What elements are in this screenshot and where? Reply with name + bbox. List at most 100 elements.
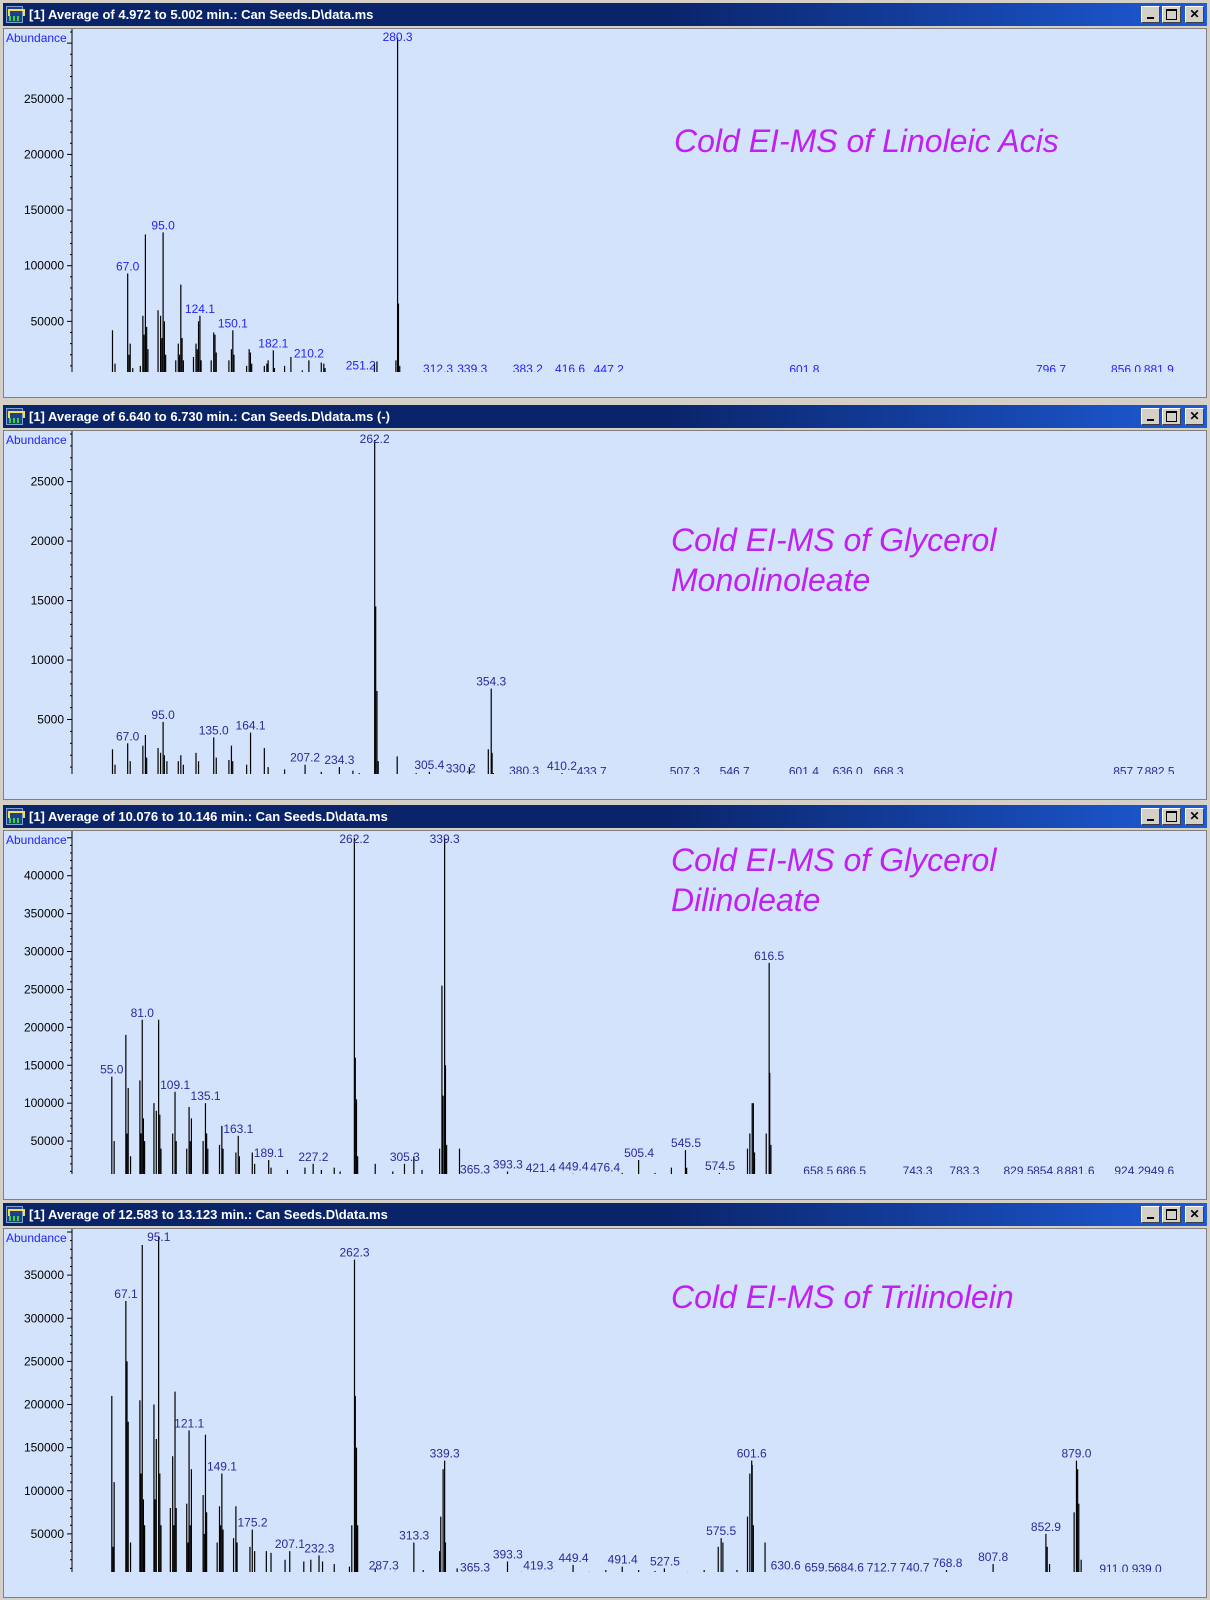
spectrum-annotation: Cold EI-MS of Glycerol Dilinoleate xyxy=(671,840,996,920)
peak-label: 601.4 xyxy=(789,764,819,774)
peak-label: 421.4 xyxy=(526,1161,556,1174)
close-button[interactable]: ✕ xyxy=(1185,1206,1204,1223)
y-tick-label: 0 xyxy=(57,772,64,774)
y-tick-label: 150000 xyxy=(24,1058,64,1072)
peak-label: 164.1 xyxy=(236,719,266,733)
peak-label: 121.1 xyxy=(174,1416,204,1430)
peak-label: 546.7 xyxy=(720,764,750,774)
peak-label: 234.3 xyxy=(324,753,354,767)
y-axis-label: Abundance xyxy=(6,1231,67,1245)
y-tick-label: 100000 xyxy=(24,259,64,273)
y-tick-label: 200000 xyxy=(24,1020,64,1034)
close-button[interactable]: ✕ xyxy=(1185,6,1204,23)
minimize-button[interactable] xyxy=(1141,808,1160,825)
y-tick-label: 250000 xyxy=(24,92,64,106)
y-tick-label: 0 xyxy=(57,1570,64,1572)
peak-label: 393.3 xyxy=(493,1547,523,1561)
y-tick-label: 15000 xyxy=(31,594,65,608)
peak-label: 124.1 xyxy=(185,302,215,316)
peak-label: 491.4 xyxy=(608,1553,638,1567)
peak-label: 410.2 xyxy=(547,759,577,773)
spectrum-annotation: Cold EI-MS of Trilinolein xyxy=(671,1277,1014,1317)
y-tick-label: 400000 xyxy=(24,869,64,883)
peak-label: 949.6 xyxy=(1144,1164,1174,1174)
peak-label: 262.2 xyxy=(360,432,390,446)
peak-label: 783.3 xyxy=(949,1164,979,1174)
maximize-button[interactable] xyxy=(1162,408,1181,425)
peak-label: 854.8 xyxy=(1033,1164,1063,1174)
peak-label: 81.0 xyxy=(131,1006,155,1020)
peak-label: 419.3 xyxy=(523,1559,553,1572)
minimize-button[interactable] xyxy=(1141,6,1160,23)
annotation-line: Cold EI-MS of Glycerol xyxy=(671,522,997,558)
peak-label: 135.1 xyxy=(191,1089,221,1103)
peak-label: 796.7 xyxy=(1036,362,1066,372)
peak-label: 339.3 xyxy=(430,1447,460,1461)
peak-label: 416.6 xyxy=(555,362,585,372)
peak-label: 476.4 xyxy=(590,1160,620,1174)
spectrum-plot-area: 5010015020025030035040045050055060065070… xyxy=(3,1228,1207,1598)
peak-label: 227.2 xyxy=(298,1150,328,1164)
minimize-button[interactable] xyxy=(1141,408,1160,425)
peak-label: 881.6 xyxy=(1064,1164,1094,1174)
peak-label: 182.1 xyxy=(258,336,288,350)
peak-label: 207.1 xyxy=(275,1537,305,1551)
peak-label: 574.5 xyxy=(705,1159,735,1173)
peak-label: 383.2 xyxy=(513,362,543,372)
window-titlebar[interactable]: [1] Average of 12.583 to 13.123 min.: Ca… xyxy=(3,1203,1207,1226)
y-tick-label: 350000 xyxy=(24,1268,64,1282)
window-titlebar[interactable]: [1] Average of 6.640 to 6.730 min.: Can … xyxy=(3,405,1207,428)
peak-label: 135.0 xyxy=(199,723,229,737)
peak-label: 339.3 xyxy=(457,362,487,372)
annotation-line: Cold EI-MS of Glycerol xyxy=(671,842,997,878)
maximize-button[interactable] xyxy=(1162,1206,1181,1223)
peak-label: 712.7 xyxy=(867,1560,897,1572)
y-tick-label: 250000 xyxy=(24,1354,64,1368)
y-axis-label: Abundance xyxy=(6,433,67,447)
annotation-line: Cold EI-MS of Linoleic Acis xyxy=(674,123,1059,159)
y-tick-label: 200000 xyxy=(24,147,64,161)
y-tick-label: 150000 xyxy=(24,1441,64,1455)
peak-label: 601.6 xyxy=(737,1447,767,1461)
minimize-button[interactable] xyxy=(1141,1206,1160,1223)
annotation-line: Monolinoleate xyxy=(671,562,871,598)
peak-label: 505.4 xyxy=(624,1146,654,1160)
y-tick-label: 5000 xyxy=(37,713,64,727)
peak-label: 575.5 xyxy=(706,1524,736,1538)
peak-label: 95.0 xyxy=(151,708,175,722)
peak-label: 380.3 xyxy=(509,764,539,774)
y-tick-label: 50000 xyxy=(31,314,65,328)
peak-label: 829.5 xyxy=(1004,1164,1034,1174)
maximize-button[interactable] xyxy=(1162,808,1181,825)
y-tick-label: 50000 xyxy=(31,1527,65,1541)
chemstation-app-icon xyxy=(6,1206,25,1223)
spectrum-window-4: [1] Average of 12.583 to 13.123 min.: Ca… xyxy=(0,1200,1210,1600)
spectrum-plot-area: 5010015020025030035040045050055060065070… xyxy=(3,430,1207,800)
chemstation-app-icon xyxy=(6,808,25,825)
window-titlebar[interactable]: [1] Average of 4.972 to 5.002 min.: Can … xyxy=(3,3,1207,26)
close-button[interactable]: ✕ xyxy=(1185,408,1204,425)
peak-label: 210.2 xyxy=(294,346,324,360)
peak-label: 449.4 xyxy=(559,1551,589,1565)
spectrum-plot-area: 5010015020025030035040045050055060065070… xyxy=(3,28,1207,398)
peak-label: 527.5 xyxy=(650,1554,680,1568)
peak-label: 232.3 xyxy=(304,1541,334,1555)
maximize-button[interactable] xyxy=(1162,6,1181,23)
y-tick-label: 0 xyxy=(57,370,64,372)
peak-label: 330.2 xyxy=(446,761,476,774)
peak-label: 939.0 xyxy=(1132,1562,1162,1572)
mass-spectrum-chart: 5010015020025030035040045050055060065070… xyxy=(6,431,1175,774)
y-tick-label: 150000 xyxy=(24,203,64,217)
window-titlebar[interactable]: [1] Average of 10.076 to 10.146 min.: Ca… xyxy=(3,805,1207,828)
peak-label: 668.3 xyxy=(874,764,904,774)
peak-label: 354.3 xyxy=(476,675,506,689)
peak-label: 287.3 xyxy=(369,1559,399,1572)
close-button[interactable]: ✕ xyxy=(1185,808,1204,825)
peak-label: 109.1 xyxy=(160,1078,190,1092)
peak-label: 95.1 xyxy=(147,1230,171,1244)
peak-label: 857.7 xyxy=(1113,764,1143,774)
peak-label: 852.9 xyxy=(1031,1520,1061,1534)
window-title: [1] Average of 10.076 to 10.146 min.: Ca… xyxy=(29,809,388,824)
peak-label: 67.1 xyxy=(114,1287,138,1301)
peak-label: 312.3 xyxy=(423,362,453,372)
